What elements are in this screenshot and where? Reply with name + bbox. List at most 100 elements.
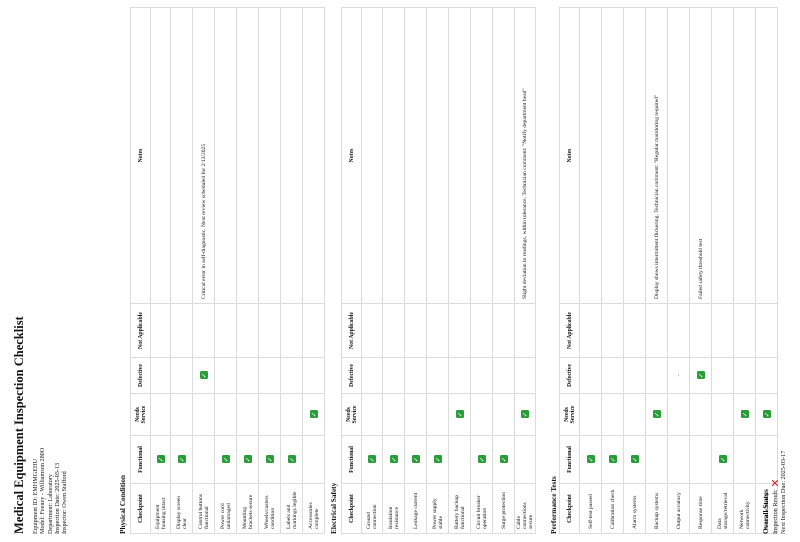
checkpoint-cell: Surge protection bbox=[492, 483, 515, 534]
status-cell bbox=[711, 393, 734, 436]
table-row: Calibration check ✓ bbox=[601, 7, 624, 534]
checkpoint-cell: Labels and markings legible bbox=[280, 483, 303, 534]
checkmark-icon: ✓ bbox=[762, 410, 771, 419]
table-row: Response time ✓ Failed safety threshold te… bbox=[689, 7, 712, 534]
table-row: Network connectivity ✓ bbox=[733, 7, 756, 534]
status-cell: ✓ bbox=[382, 435, 405, 484]
checkpoint-cell: Data storage/retrieval bbox=[711, 483, 734, 534]
inspection-result: Inspection Result: ✕ bbox=[769, 451, 782, 534]
checkpoint-cell: Power cord undamaged bbox=[214, 483, 237, 534]
checkmark-icon: ✓ bbox=[221, 455, 230, 464]
table-row: Surge protection ✓ bbox=[492, 7, 515, 534]
status-cell bbox=[361, 393, 383, 436]
status-cell bbox=[150, 393, 171, 436]
status-cell bbox=[404, 357, 427, 394]
status-cell bbox=[404, 393, 427, 436]
checkpoint-cell: Equipment housing intact bbox=[150, 483, 171, 534]
table-row: Wheels/casters condition ✓ bbox=[258, 7, 281, 534]
checkmark-icon: ✓ bbox=[309, 410, 318, 419]
notes-cell bbox=[404, 7, 427, 304]
status-cell bbox=[492, 303, 515, 358]
checkmark-icon: ✓ bbox=[608, 455, 617, 464]
checkmark-icon: ✓ bbox=[199, 371, 208, 380]
status-cell bbox=[214, 393, 237, 436]
status-marker: - bbox=[675, 374, 682, 377]
checkpoint-cell: Accessories complete bbox=[302, 483, 325, 534]
notes-cell bbox=[667, 7, 690, 304]
checkmark-icon: ✓ bbox=[433, 455, 442, 464]
status-cell: ✓ bbox=[623, 435, 646, 484]
table-row: Ground connection ✓ bbox=[361, 7, 383, 534]
status-cell bbox=[448, 357, 471, 394]
status-cell bbox=[470, 357, 493, 394]
status-cell: ✓ bbox=[492, 435, 515, 484]
status-cell: ✓ bbox=[448, 393, 471, 436]
status-cell bbox=[645, 435, 668, 484]
notes-cell bbox=[733, 7, 756, 304]
status-cell: ✓ bbox=[514, 393, 536, 436]
equipment-model: Model: Feeney - Williamson 280O bbox=[39, 447, 47, 534]
checkmark-icon: ✓ bbox=[586, 455, 595, 464]
notes-cell bbox=[492, 7, 515, 304]
checkmark-icon: ✓ bbox=[740, 410, 749, 419]
status-cell bbox=[302, 303, 325, 358]
status-cell bbox=[711, 357, 734, 394]
notes-cell bbox=[711, 7, 734, 304]
table-row: Control buttons functional ✓ Critical erro… bbox=[192, 7, 215, 534]
checkmark-icon: ✓ bbox=[477, 455, 486, 464]
status-cell bbox=[426, 393, 449, 436]
checkmark-icon: ✓ bbox=[455, 410, 464, 419]
status-cell bbox=[514, 303, 536, 358]
notes-cell bbox=[426, 7, 449, 304]
status-cell bbox=[645, 303, 668, 358]
checklist-table: Checkpoint Functional Needs Service Defecti… bbox=[559, 7, 778, 534]
table-row: Circuit breaker operation ✓ bbox=[470, 7, 493, 534]
notes-cell bbox=[623, 7, 646, 304]
checkmark-icon: ✓ bbox=[499, 455, 508, 464]
checklist-table: Checkpoint Functional Needs Service Defecti… bbox=[130, 7, 325, 534]
status-cell bbox=[258, 357, 281, 394]
column-header: Functional bbox=[130, 435, 151, 484]
status-cell bbox=[667, 393, 690, 436]
status-cell bbox=[382, 303, 405, 358]
column-header: Not Applicable bbox=[130, 303, 151, 358]
notes-cell bbox=[302, 7, 325, 304]
status-cell bbox=[150, 357, 171, 394]
status-cell bbox=[404, 303, 427, 358]
status-cell bbox=[579, 357, 602, 394]
column-header: Not Applicable bbox=[559, 303, 580, 358]
overall-heading: Overall Status bbox=[761, 489, 770, 534]
column-header: Defective bbox=[341, 357, 362, 394]
column-header: Notes bbox=[130, 7, 151, 304]
status-cell bbox=[448, 303, 471, 358]
column-header: Functional bbox=[341, 435, 362, 484]
status-cell bbox=[689, 435, 712, 484]
status-cell bbox=[280, 303, 303, 358]
status-cell bbox=[150, 303, 171, 358]
checkpoint-cell: Output accuracy bbox=[667, 483, 690, 534]
status-cell bbox=[623, 393, 646, 436]
checkpoint-cell: Power supply stable bbox=[426, 483, 449, 534]
status-cell bbox=[470, 303, 493, 358]
checkpoint-cell: Alarm systems bbox=[623, 483, 646, 534]
table-header-row: Checkpoint Functional Needs Service Defecti… bbox=[130, 7, 151, 534]
section-heading: Physical Condition bbox=[118, 475, 127, 534]
checkmark-icon: ✓ bbox=[521, 410, 529, 419]
checkpoint-cell: Response time bbox=[689, 483, 712, 534]
status-cell bbox=[170, 303, 193, 358]
notes-cell bbox=[579, 7, 602, 304]
checklist-table: Checkpoint Functional Needs Service Defecti… bbox=[341, 7, 536, 534]
column-header: Notes bbox=[341, 7, 362, 304]
status-cell: ✓ bbox=[192, 357, 215, 394]
status-cell: ✓ bbox=[170, 435, 193, 484]
status-cell bbox=[214, 357, 237, 394]
status-cell bbox=[426, 303, 449, 358]
status-cell: ✓ bbox=[361, 435, 383, 484]
checkmark-icon: ✓ bbox=[177, 455, 186, 464]
checkpoint-cell: Leakage current bbox=[404, 483, 427, 534]
status-cell bbox=[733, 357, 756, 394]
page-title: Medical Equipment Inspection Checklist bbox=[12, 316, 26, 534]
checkmark-icon: ✓ bbox=[718, 455, 727, 464]
inspection-result-label: Inspection Result: bbox=[772, 489, 780, 534]
checkpoint-cell: Battery backup functional bbox=[448, 483, 471, 534]
